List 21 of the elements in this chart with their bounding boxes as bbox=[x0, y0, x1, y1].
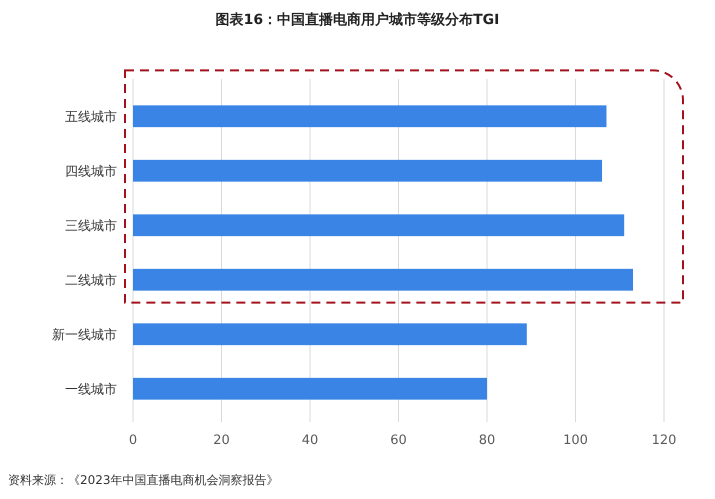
y-tick-label: 一线城市 bbox=[65, 382, 117, 398]
x-tick-label: 60 bbox=[390, 433, 407, 448]
text: 资料来源：《2023年中国直播电商机会洞察报告》 bbox=[8, 473, 279, 487]
y-tick-label: 二线城市 bbox=[65, 273, 117, 288]
y-tick-label: 新一线城市 bbox=[52, 328, 117, 343]
bar bbox=[133, 268, 634, 291]
bar bbox=[133, 105, 606, 128]
y-tick-label: 五线城市 bbox=[65, 110, 117, 125]
x-tick-label: 20 bbox=[213, 433, 230, 448]
y-tick-label: 三线城市 bbox=[65, 218, 117, 234]
bar bbox=[133, 378, 487, 400]
x-tick-label: 40 bbox=[302, 433, 318, 448]
chart-title: 图表16：中国直播电商用户城市等级分布TGI bbox=[216, 11, 500, 28]
x-tick-label: 80 bbox=[478, 433, 496, 448]
bar bbox=[133, 160, 602, 182]
y-tick-label: 四线城市 bbox=[65, 164, 117, 180]
x-tick-label: 0 bbox=[128, 433, 138, 448]
bar bbox=[133, 214, 624, 236]
x-tick-label: 120 bbox=[652, 433, 676, 448]
bar bbox=[133, 323, 527, 346]
x-tick-label: 100 bbox=[563, 433, 588, 448]
